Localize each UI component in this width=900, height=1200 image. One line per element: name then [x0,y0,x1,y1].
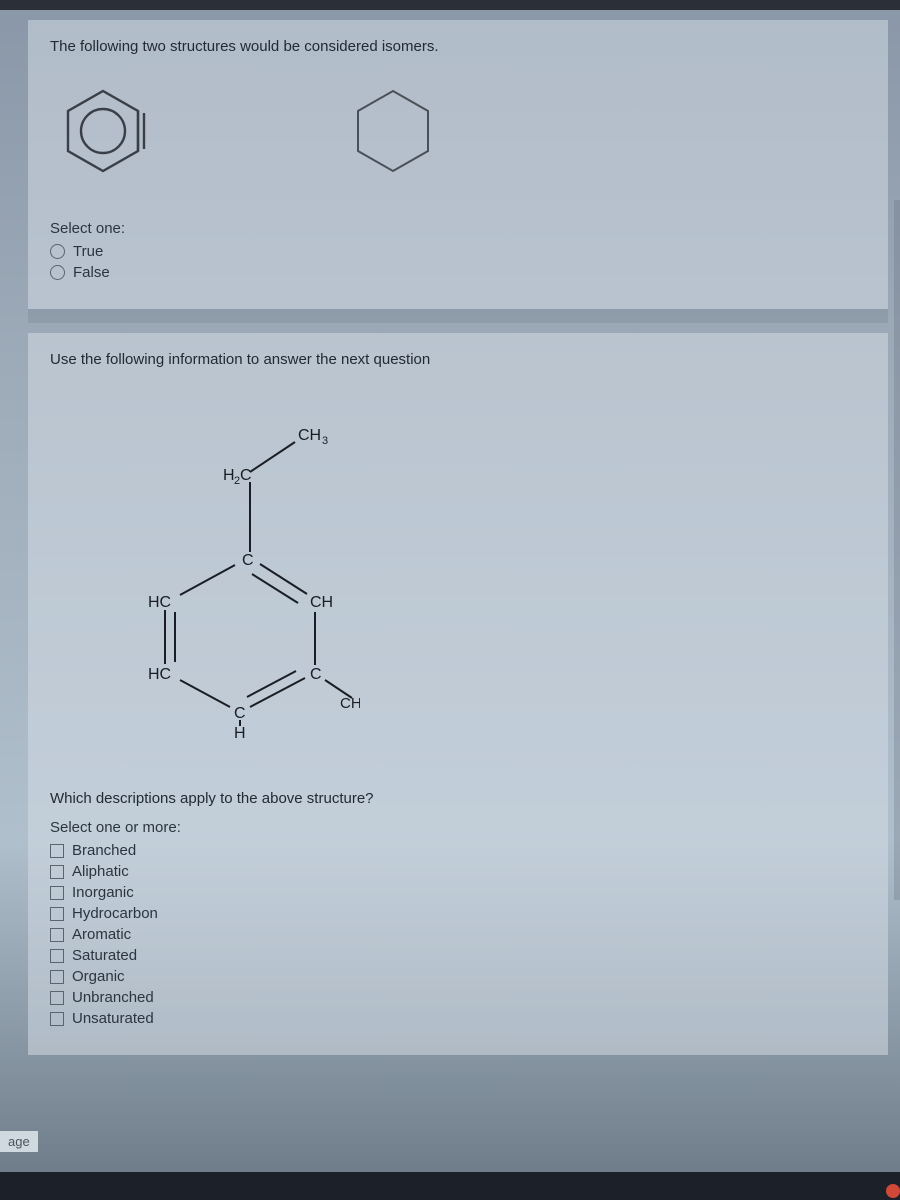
checkbox-label: Inorganic [72,884,134,901]
checkbox-icon [50,886,64,900]
top-toolbar [0,0,900,10]
svg-text:C: C [242,552,254,569]
checkbox-icon [50,844,64,858]
checkbox-label: Organic [72,968,125,985]
radio-option-false[interactable]: False [50,264,866,281]
radio-icon [50,265,65,280]
checkbox-icon [50,1012,64,1026]
checkbox-option-aromatic[interactable]: Aromatic [50,926,866,943]
structures-row [58,85,866,180]
radio-option-true[interactable]: True [50,243,866,260]
question-1-prompt: The following two structures would be co… [50,38,866,55]
molecule-diagram: CH3 H2C C HC CH HC C C H CH3 [100,402,360,742]
checkbox-label: Aromatic [72,926,131,943]
svg-text:CH: CH [340,695,360,712]
checkbox-label: Unsaturated [72,1010,154,1027]
scrollbar[interactable] [894,200,900,900]
svg-text:CH: CH [298,427,321,444]
question-2-prompt: Which descriptions apply to the above st… [50,790,866,807]
checkbox-icon [50,949,64,963]
checkbox-option-hydrocarbon[interactable]: Hydrocarbon [50,905,866,922]
radio-label: True [73,243,103,260]
checkbox-option-unsaturated[interactable]: Unsaturated [50,1010,866,1027]
checkbox-icon [50,991,64,1005]
svg-text:CH: CH [310,594,333,611]
checkbox-option-branched[interactable]: Branched [50,842,866,859]
checkbox-option-inorganic[interactable]: Inorganic [50,884,866,901]
svg-text:H: H [223,467,235,484]
content-area: The following two structures would be co… [28,20,888,1055]
radio-icon [50,244,65,259]
checkbox-icon [50,970,64,984]
radio-label: False [73,264,110,281]
checkbox-icon [50,928,64,942]
svg-text:C: C [234,705,246,722]
select-more-label: Select one or more: [50,819,866,836]
select-one-label: Select one: [50,220,866,237]
svg-text:HC: HC [148,666,171,683]
checkbox-label: Branched [72,842,136,859]
checkbox-option-aliphatic[interactable]: Aliphatic [50,863,866,880]
svg-text:HC: HC [148,594,171,611]
svg-text:3: 3 [322,435,328,447]
svg-text:C: C [240,467,252,484]
block-divider [28,309,888,323]
page-tab[interactable]: age [0,1131,38,1152]
svg-text:H: H [234,725,246,742]
checkbox-icon [50,907,64,921]
checkbox-option-organic[interactable]: Organic [50,968,866,985]
question-1-block: The following two structures would be co… [28,20,888,309]
bottom-bar [0,1172,900,1200]
checkbox-icon [50,865,64,879]
notification-dot-icon[interactable] [886,1184,900,1198]
checkbox-option-unbranched[interactable]: Unbranched [50,989,866,1006]
checkbox-label: Aliphatic [72,863,129,880]
question-2-intro: Use the following information to answer … [50,351,866,368]
benzene-structure-icon [58,85,148,180]
svg-text:C: C [310,666,322,683]
checkbox-label: Saturated [72,947,137,964]
checkbox-option-saturated[interactable]: Saturated [50,947,866,964]
checkbox-label: Hydrocarbon [72,905,158,922]
checkbox-label: Unbranched [72,989,154,1006]
question-2-block: Use the following information to answer … [28,333,888,1055]
cyclohexane-structure-icon [348,85,438,180]
